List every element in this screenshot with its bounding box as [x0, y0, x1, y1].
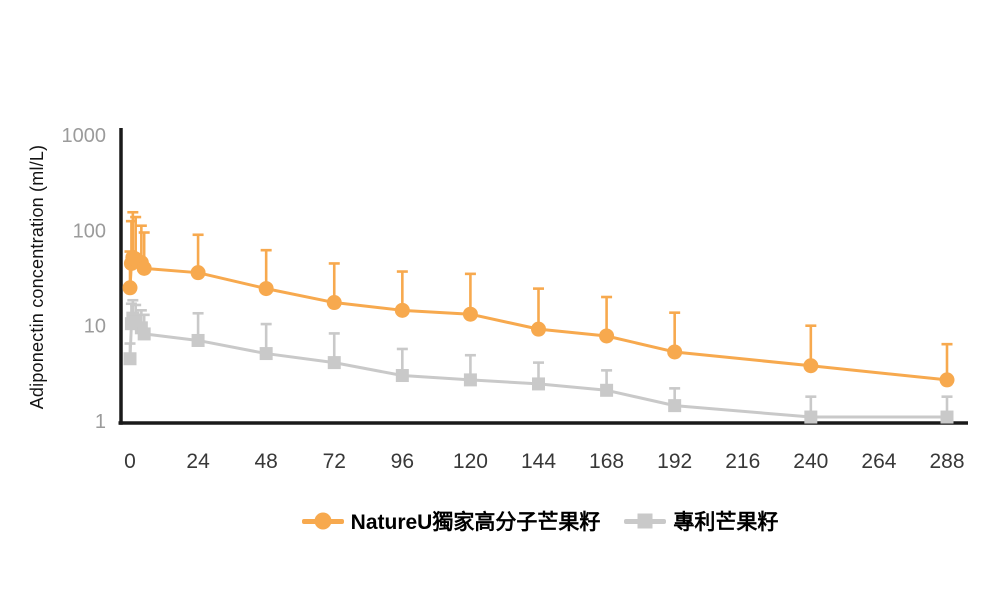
data-point-marker [804, 410, 818, 424]
legend-label-natureu: NatureU獨家高分子芒果籽 [350, 511, 601, 534]
x-tick-label: 24 [186, 450, 210, 473]
data-point-marker [259, 347, 273, 361]
x-tick-label: 192 [657, 450, 692, 473]
legend-label-patent: 專利芒果籽 [673, 511, 779, 534]
data-point-marker [462, 306, 478, 322]
x-tick-label: 48 [254, 450, 277, 473]
y-tick-label: 1 [95, 411, 106, 433]
x-tick-label: 120 [453, 450, 488, 473]
data-point-marker [600, 383, 614, 397]
y-tick-label: 100 [73, 220, 106, 242]
circle-marker-icon [314, 512, 332, 530]
y-tick-label: 1000 [62, 125, 107, 147]
x-tick-label: 240 [793, 450, 828, 473]
x-tick-label: 96 [391, 450, 414, 473]
data-point-marker [394, 302, 410, 318]
chart-legend: NatureU獨家高分子芒果籽 專利芒果籽 [40, 506, 1000, 536]
data-point-marker [939, 372, 955, 388]
data-point-marker [137, 327, 151, 341]
x-tick-label: 168 [589, 450, 624, 473]
data-point-marker [136, 260, 152, 276]
data-point-marker [940, 410, 954, 424]
legend-item-natureu: NatureU獨家高分子芒果籽 [301, 506, 601, 536]
x-tick-label: 264 [861, 450, 896, 473]
data-point-marker [395, 369, 409, 383]
x-tick-label: 216 [725, 450, 760, 473]
y-axis-title: Adiponectin concentration (ml/L) [27, 144, 47, 410]
x-tick-label: 72 [323, 450, 346, 473]
data-point-marker [463, 373, 477, 387]
x-tick-label: 144 [521, 450, 556, 473]
data-point-marker [667, 344, 683, 360]
legend-item-patent: 專利芒果籽 [624, 506, 778, 536]
data-point-marker [326, 295, 342, 311]
data-point-marker [190, 265, 206, 281]
data-point-marker [122, 280, 138, 296]
square-marker-icon [637, 513, 653, 529]
data-point-marker [327, 356, 341, 370]
y-tick-label: 10 [84, 316, 106, 338]
legend-line-circle-icon [301, 512, 344, 530]
data-point-marker [258, 281, 274, 297]
x-tick-label: 288 [929, 450, 964, 473]
data-point-marker [123, 352, 137, 366]
data-point-marker [803, 358, 819, 374]
x-tick-label: 0 [124, 450, 136, 473]
data-point-marker [532, 377, 545, 391]
data-point-marker [668, 399, 682, 413]
data-point-marker [599, 328, 615, 344]
legend-line-square-icon [624, 513, 667, 529]
data-point-marker [191, 333, 205, 347]
data-point-marker [531, 321, 546, 337]
